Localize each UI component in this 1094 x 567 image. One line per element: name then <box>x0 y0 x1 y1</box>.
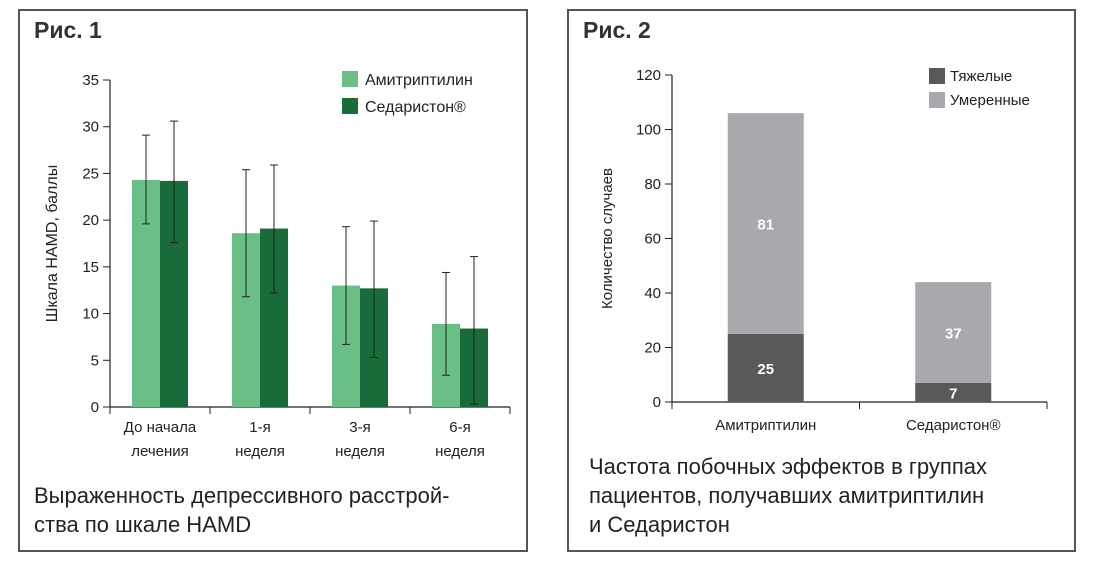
figure-1-panel: Рис. 1 0 5 10 15 20 25 30 35 Шкала HAMD, баллы До… <box>18 9 528 552</box>
stacked-bar-segment <box>915 382 992 402</box>
figure-2-caption-line: и Седаристон <box>589 512 730 537</box>
legend-swatch <box>929 68 945 84</box>
figure-2-label: Рис. 2 <box>583 17 651 43</box>
figure-2-caption-line: Частота побочных эффектов в группах <box>589 454 987 479</box>
y-tick-label: 35 <box>82 72 99 89</box>
data-label: 25 <box>757 361 774 378</box>
legend-label: Умеренные <box>950 92 1030 109</box>
figure-1-label: Рис. 1 <box>34 17 102 43</box>
x-tick-label: 6-я <box>449 419 470 436</box>
x-tick-label: неделя <box>335 443 385 460</box>
stacked-bar-segment <box>915 282 992 383</box>
y-tick-label: 80 <box>644 176 661 193</box>
x-tick-label: неделя <box>435 443 485 460</box>
data-label: 7 <box>949 385 957 402</box>
legend-swatch <box>929 92 945 108</box>
y-axis-label: Количество случаев <box>599 168 616 309</box>
legend-swatch <box>342 98 358 114</box>
figure-2-panel: Рис. 2 0 20 40 60 80 100 120 Количество случаев… <box>567 9 1076 552</box>
y-tick-label: 0 <box>653 394 661 411</box>
y-tick-label: 5 <box>91 352 99 369</box>
hamd-bar-chart: 0 5 10 15 20 25 30 35 Шкала HAMD, баллы До начала… <box>44 71 511 460</box>
figure-1-caption-line: Выраженность депрессивного расстрой- <box>34 483 450 508</box>
side-effects-stacked-chart: 0 20 40 60 80 100 120 Количество случаев 25 81 Ами… <box>599 67 1048 434</box>
legend-label: Тяжелые <box>950 68 1012 85</box>
figure-1-caption-line: ства по шкале HAMD <box>34 512 252 537</box>
x-tick-label: До начала <box>124 419 197 436</box>
figure-2-caption: Частота побочных эффектов в группах паци… <box>589 452 1069 539</box>
data-label: 81 <box>757 217 774 234</box>
stacked-bar-segment <box>727 333 804 402</box>
y-tick-label: 0 <box>91 399 99 416</box>
x-tick-label: лечения <box>131 443 189 460</box>
x-tick-label: 1-я <box>249 419 270 436</box>
legend-label: Амитриптилин <box>365 72 473 89</box>
y-tick-label: 20 <box>644 340 661 357</box>
y-tick-label: 30 <box>82 119 99 136</box>
x-tick-label: Амитриптилин <box>715 417 816 434</box>
y-tick-label: 120 <box>636 67 661 84</box>
legend-label: Седаристон® <box>365 99 466 116</box>
y-tick-label: 25 <box>82 165 99 182</box>
x-tick-label: Седаристон® <box>906 417 1001 434</box>
figure-2-caption-line: пациентов, получавших амитриптилин <box>589 483 985 508</box>
x-tick-label: 3-я <box>349 419 370 436</box>
figure-1-caption: Выраженность депрессивного расстрой- ств… <box>34 481 514 539</box>
x-tick-label: неделя <box>235 443 285 460</box>
legend-swatch <box>342 71 358 87</box>
y-tick-label: 60 <box>644 231 661 248</box>
stacked-bar-segment <box>727 113 804 334</box>
y-tick-label: 100 <box>636 122 661 139</box>
y-axis-label: Шкала HAMD, баллы <box>44 165 61 322</box>
y-tick-label: 40 <box>644 285 661 302</box>
y-tick-label: 15 <box>82 259 99 276</box>
y-tick-label: 20 <box>82 212 99 229</box>
y-tick-label: 10 <box>82 306 99 323</box>
data-label: 37 <box>945 326 962 343</box>
